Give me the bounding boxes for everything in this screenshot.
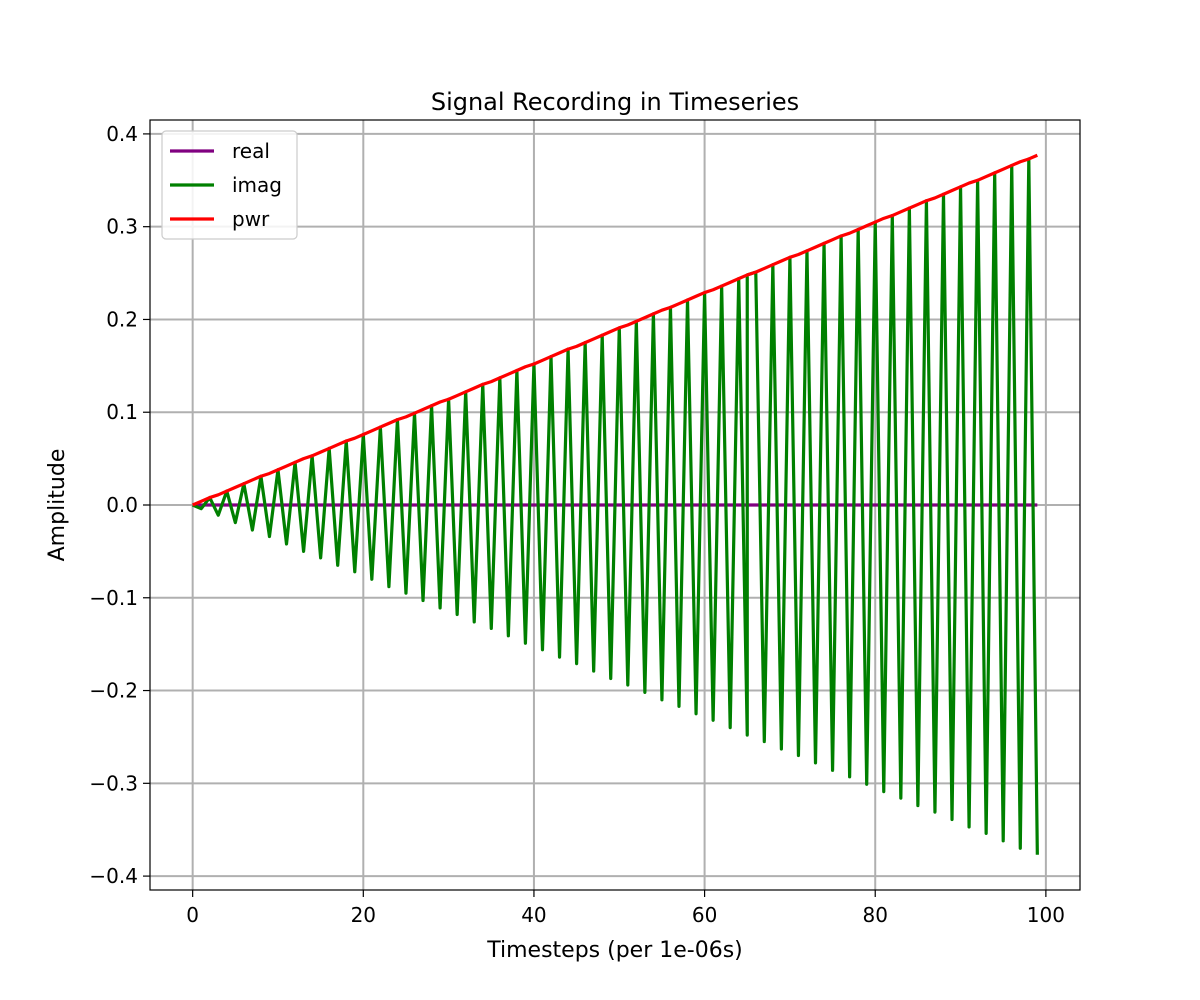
y-tick-label: 0.1 — [106, 400, 138, 424]
x-tick-label: 100 — [1027, 903, 1065, 927]
y-axis-label: Amplitude — [45, 449, 70, 562]
y-tick-label: 0.2 — [106, 307, 138, 331]
y-tick-label: −0.2 — [89, 679, 138, 703]
x-tick-label: 80 — [863, 903, 888, 927]
legend: real imag pwr — [161, 130, 298, 240]
y-tick-label: −0.3 — [89, 771, 138, 795]
legend-label-imag: imag — [232, 173, 282, 197]
x-tick-label: 0 — [186, 903, 199, 927]
ticks: 0 20 40 60 80 100 −0.4 −0.3 −0.2 −0.1 0.0 0.1 0.2 0.3… — [89, 122, 1065, 927]
series-line-pwr — [192, 153, 1038, 507]
series-lines — [192, 153, 1039, 855]
legend-label-pwr: pwr — [232, 207, 270, 231]
legend-box — [161, 130, 298, 240]
y-tick-label: −0.1 — [89, 586, 138, 610]
y-tick-label: 0.3 — [106, 215, 138, 239]
y-tick-label: −0.4 — [89, 864, 138, 888]
y-tick-label: 0.0 — [106, 493, 138, 517]
x-tick-label: 20 — [351, 903, 376, 927]
x-tick-label: 40 — [521, 903, 546, 927]
chart-title: Signal Recording in Timeseries — [431, 88, 799, 116]
x-tick-label: 60 — [692, 903, 717, 927]
x-axis-label: Timesteps (per 1e-06s) — [486, 938, 743, 963]
y-tick-label: 0.4 — [106, 122, 138, 146]
legend-label-real: real — [232, 139, 270, 163]
